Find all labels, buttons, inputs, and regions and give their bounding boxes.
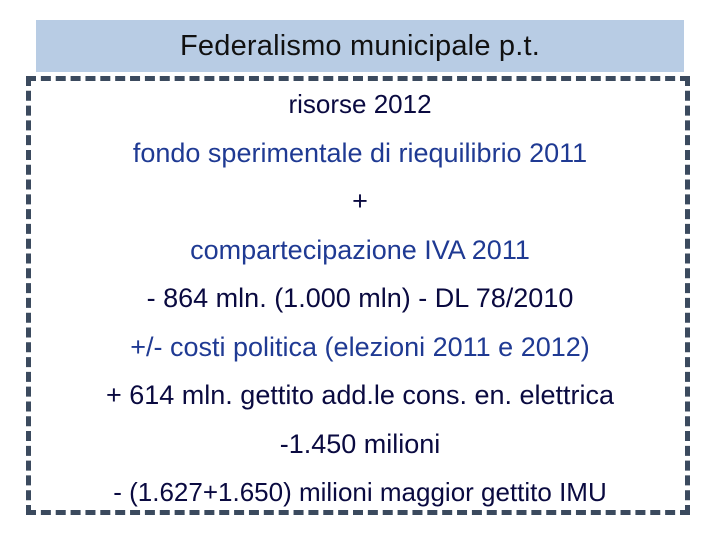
line-minus-1450: -1.450 milioni [279,428,441,459]
line-imu: - (1.627+1.650) milioni maggior gettito … [113,477,607,507]
line-fondo-sperimentale: fondo sperimentale di riequilibrio 2011 [132,137,588,168]
line-compartecipazione-iva: compartecipazione IVA 2011 [190,234,530,265]
content-block: risorse 2012 fondo sperimentale di riequ… [26,80,694,517]
line-risorse: risorse 2012 [288,89,432,119]
line-dl-78-2010: - 864 mln. (1.000 mln) - DL 78/2010 [146,283,574,313]
title-bar: Federalismo municipale p.t. [36,20,684,72]
line-addizionale-energia: + 614 mln. gettito add.le cons. en. elet… [105,380,615,410]
dashed-frame [26,76,690,515]
line-costi-politica: +/- costi politica (elezioni 2011 e 2012… [130,331,590,362]
line-plus: + [352,186,368,216]
slide-title: Federalismo municipale p.t. [180,29,540,62]
